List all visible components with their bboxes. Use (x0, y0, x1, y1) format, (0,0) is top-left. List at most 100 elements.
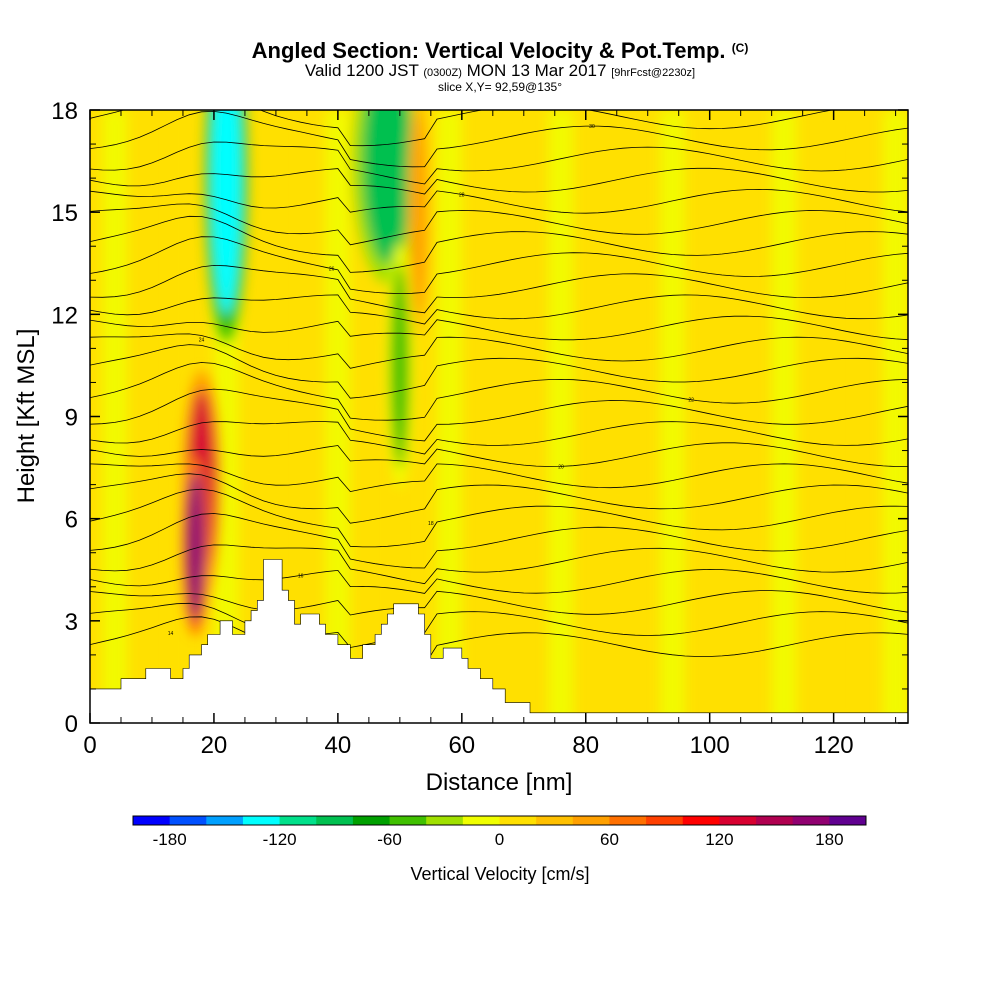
isotherm-line (90, 568, 908, 594)
isotherm-label: 20 (558, 464, 564, 470)
colorbar-swatch (682, 816, 720, 825)
colorbar-tick-label: 60 (600, 830, 619, 849)
colorbar-swatch (756, 816, 794, 825)
isotherm-label: 28 (459, 192, 465, 198)
velocity-cell (362, 110, 413, 264)
colorbar-swatch (279, 816, 317, 825)
isotherm-line (90, 215, 908, 273)
isotherm-line (90, 264, 908, 314)
colorbar: -180 -120 -60 0 60 120 180 (132, 815, 867, 849)
isotherm-line (90, 188, 908, 214)
x-tick-label: 120 (814, 732, 854, 759)
field-band (102, 110, 128, 723)
field-band (771, 110, 797, 723)
x-tick-label: 100 (690, 732, 730, 759)
isotherm-label: 24 (199, 337, 205, 343)
isotherm-contours: 14 16 18 20 22 24 26 28 30 (90, 110, 908, 675)
colorbar-swatch (352, 816, 391, 825)
x-axis-title: Distance [nm] (426, 769, 573, 796)
velocity-cell (411, 110, 426, 315)
velocity-cell-group (182, 110, 429, 636)
x-tick-label: 80 (572, 732, 599, 759)
chart-title: Angled Section: Vertical Velocity & Pot.… (251, 38, 749, 63)
colorbar-swatch (646, 816, 684, 825)
isotherm-line (90, 602, 908, 648)
colorbar-swatch (316, 816, 354, 825)
y-tick-label: 9 (65, 405, 78, 432)
isotherm-label: 16 (298, 574, 304, 580)
field-band (604, 110, 630, 723)
colorbar-swatch (206, 816, 244, 825)
colorbar-swatch (792, 816, 830, 825)
slice-label: slice X,Y= 92,59@135° (437, 80, 563, 94)
isotherm-line (90, 203, 908, 246)
x-tick-label: 20 (201, 732, 228, 759)
terrain-silhouette (90, 559, 908, 723)
isotherm-line (90, 513, 908, 569)
colorbar-swatch (426, 816, 464, 825)
field-band (715, 110, 741, 723)
colorbar-swatch (169, 816, 207, 825)
y-tick-label: 12 (51, 302, 78, 329)
isotherm-line (90, 473, 908, 524)
velocity-cells (182, 110, 429, 636)
isotherm-label: 14 (168, 631, 174, 637)
x-tick-label: 60 (448, 732, 475, 759)
colorbar-tick-label: -120 (263, 830, 297, 849)
field-band (492, 110, 518, 723)
colorbar-swatch (133, 816, 171, 825)
isotherm-line (90, 344, 908, 399)
velocity-cell (210, 110, 242, 315)
colorbar-swatch (609, 816, 647, 825)
colorbar-title: Vertical Velocity [cm/s] (410, 864, 589, 884)
colorbar-swatch (499, 816, 537, 825)
x-tick-label: 0 (83, 732, 96, 759)
field-band (158, 110, 183, 723)
y-tick-label: 15 (51, 200, 78, 227)
field-band (548, 110, 574, 723)
isotherm-line (90, 362, 908, 421)
y-tick-label: 6 (65, 507, 78, 534)
field-band (827, 110, 853, 723)
isotherm-line (90, 167, 908, 195)
field-band (437, 110, 462, 723)
velocity-cell (186, 470, 205, 621)
axes: 0 20 40 60 80 100 120 0 3 6 9 12 15 18 (51, 98, 908, 759)
chart-subtitle: Valid 1200 JST (0300Z) MON 13 Mar 2017 [… (304, 61, 696, 80)
chart-title-block: Angled Section: Vertical Velocity & Pot.… (0, 36, 1000, 94)
colorbar-swatch (536, 816, 574, 825)
isotherm-line (90, 463, 908, 493)
colorbar-frame (132, 815, 867, 826)
colorbar-tick-label: -60 (377, 830, 402, 849)
colorbar-tick-label: 180 (815, 830, 843, 849)
isotherm-line (90, 421, 908, 455)
isotherm-line (90, 110, 908, 168)
isotherm-line (90, 294, 908, 325)
colorbar-swatch (462, 816, 500, 825)
terrain (90, 559, 908, 723)
field-band (325, 110, 351, 723)
isotherm-line (90, 590, 908, 616)
colorbar-tick-label: -180 (153, 830, 187, 849)
isotherm-line (90, 236, 908, 295)
field-band (660, 110, 685, 723)
isotherm-label: 26 (329, 267, 335, 273)
isotherm-label: 30 (589, 124, 595, 130)
y-tick-label: 18 (51, 98, 78, 125)
colorbar-swatch (829, 816, 867, 825)
isotherm-line (90, 110, 835, 147)
y-axis-title: Height [Kft MSL] (13, 329, 40, 504)
colorbar-tick-label: 0 (495, 830, 504, 849)
colorbar-tick-label: 120 (705, 830, 733, 849)
velocity-cell (390, 263, 410, 468)
colorbar-swatch (242, 816, 281, 825)
colorbar-swatch (389, 816, 427, 825)
isotherm-line (90, 388, 908, 442)
colorbar-swatch (719, 816, 757, 825)
isotherm-line (90, 544, 908, 585)
isotherm-line (90, 442, 908, 467)
isotherm-line (90, 333, 908, 369)
y-tick-label: 3 (65, 609, 78, 636)
isotherm-line (90, 141, 908, 185)
